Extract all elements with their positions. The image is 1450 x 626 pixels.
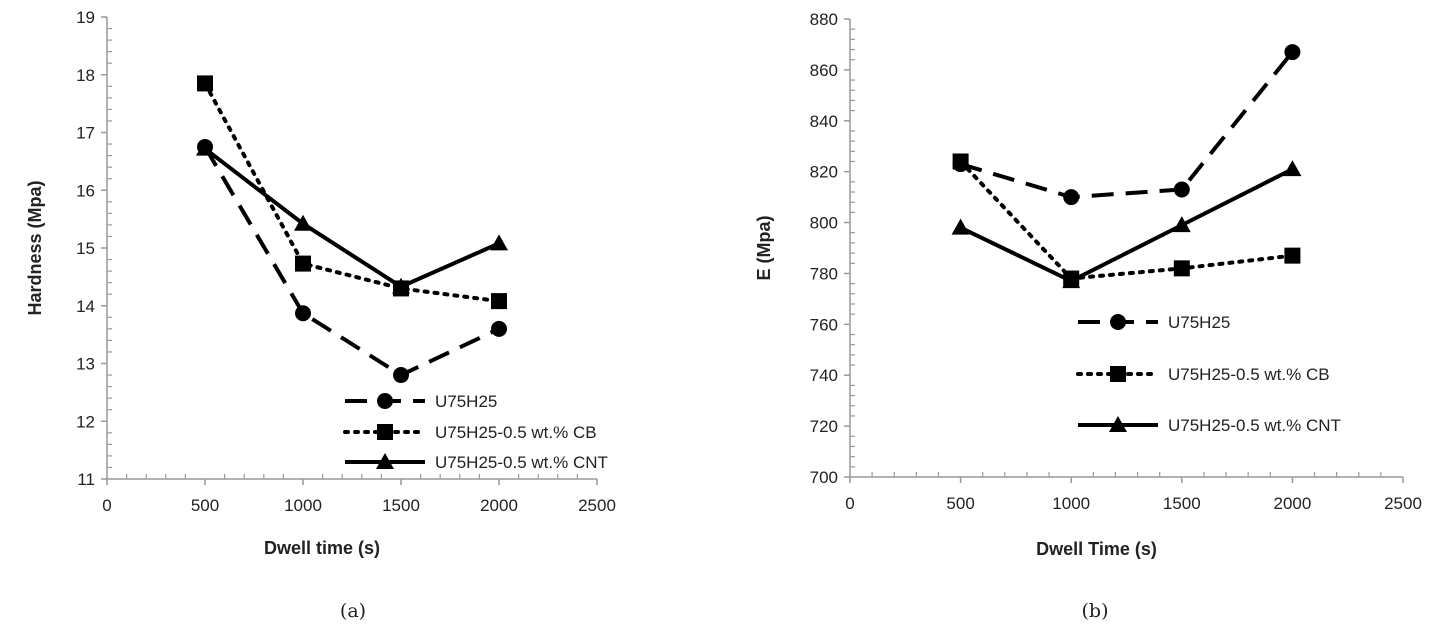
y-tick-label: 14 <box>76 297 95 316</box>
x-tick-label: 1000 <box>284 496 322 515</box>
series-u75h25-0-5-wt-cb <box>952 153 1301 287</box>
y-tick-label: 820 <box>810 163 838 182</box>
panel-caption: (b) <box>1082 600 1109 622</box>
legend-item: U75H25-0.5 wt.% CNT <box>1078 416 1341 435</box>
series-line <box>203 81 501 304</box>
data-point-circle <box>1173 181 1190 198</box>
y-tick-label: 19 <box>76 8 95 27</box>
y-tick-label: 800 <box>810 214 838 233</box>
y-tick-label: 17 <box>76 124 95 143</box>
x-tick-label: 500 <box>946 494 974 513</box>
data-point-circle <box>295 305 311 322</box>
y-tick-label: 13 <box>76 355 95 374</box>
y-tick-label: 18 <box>76 66 95 85</box>
y-axis-title: E (Mpa) <box>754 215 774 280</box>
x-tick-label: 2500 <box>578 496 616 515</box>
data-point-triangle <box>196 139 214 156</box>
x-axis-title: Dwell time (s) <box>264 538 380 558</box>
data-point-square <box>952 153 969 170</box>
y-tick-label: 740 <box>810 366 838 385</box>
legend-item: U75H25-0.5 wt.% CNT <box>345 453 608 472</box>
legend-marker-triangle <box>376 453 394 469</box>
elastic-modulus-chart: 700 720 740 760 780 800 820 840 860 880 0 500 1000 15… <box>754 10 1422 622</box>
data-point-triangle <box>1283 160 1302 177</box>
legend-marker-circle <box>377 393 393 409</box>
legend-label: U75H25 <box>1168 313 1230 332</box>
series-u75h25 <box>197 138 507 384</box>
legend-marker-triangle <box>1109 416 1127 432</box>
series-line <box>960 50 1294 200</box>
legend-label: U75H25-0.5 wt.% CNT <box>1168 416 1341 435</box>
legend-label: U75H25-0.5 wt.% CB <box>1168 365 1330 384</box>
y-tick-label: 12 <box>76 412 95 431</box>
y-tick-label: 760 <box>810 315 838 334</box>
x-axis-title: Dwell Time (s) <box>1036 539 1157 559</box>
data-point-triangle <box>294 214 312 231</box>
y-tick-label: 11 <box>77 470 95 489</box>
data-point-triangle <box>490 234 508 251</box>
legend-marker-square <box>377 424 393 440</box>
series-line <box>203 147 500 289</box>
data-point-triangle <box>1172 216 1191 233</box>
legend-item: U75H25-0.5 wt.% CB <box>343 423 597 442</box>
y-tick-label: 16 <box>76 181 95 200</box>
data-point-square <box>1284 247 1301 264</box>
series-line <box>959 167 1294 284</box>
data-point-square <box>295 255 311 272</box>
data-point-square <box>491 293 507 310</box>
data-point-square <box>1173 260 1190 277</box>
x-tick-label: 500 <box>191 496 219 515</box>
y-tick-label: 880 <box>810 10 838 29</box>
legend-item: U75H25 <box>345 392 497 411</box>
data-point-triangle <box>1062 272 1081 289</box>
series-line <box>958 159 1295 281</box>
legend-label: U75H25-0.5 wt.% CB <box>435 423 597 442</box>
legend: U75H25 U75H25-0.5 wt.% CB U75H25-0.5 wt.% … <box>1076 313 1341 435</box>
y-tick-label: 840 <box>810 112 838 131</box>
data-point-circle <box>491 320 507 337</box>
data-point-triangle <box>951 218 970 235</box>
data-point-circle <box>1284 44 1301 61</box>
x-tick-label: 1500 <box>1163 494 1201 513</box>
series-line <box>203 145 500 378</box>
series-u75h25-0-5-wt-cnt <box>196 139 508 294</box>
y-tick-label: 700 <box>810 468 838 487</box>
x-tick-label: 1000 <box>1052 494 1090 513</box>
data-point-square <box>197 75 213 92</box>
x-tick-label: 0 <box>102 496 111 515</box>
series-u75h25-0-5-wt-cnt <box>951 160 1302 289</box>
data-point-triangle <box>392 277 410 294</box>
legend-label: U75H25-0.5 wt.% CNT <box>435 453 608 472</box>
series-u75h25 <box>952 44 1301 206</box>
legend: U75H25 U75H25-0.5 wt.% CB U75H25-0.5 wt.% … <box>343 392 608 472</box>
y-axis-title: Hardness (Mpa) <box>25 180 45 315</box>
legend-item: U75H25-0.5 wt.% CB <box>1076 365 1330 384</box>
y-tick-label: 780 <box>810 264 838 283</box>
legend-label: U75H25 <box>435 392 497 411</box>
legend-marker-circle <box>1110 314 1126 330</box>
x-tick-label: 2000 <box>1273 494 1311 513</box>
y-tick-label: 720 <box>810 417 838 436</box>
legend-marker-square <box>1110 366 1126 382</box>
x-tick-label: 1500 <box>382 496 420 515</box>
x-tick-label: 2000 <box>480 496 518 515</box>
x-tick-label: 0 <box>845 494 854 513</box>
data-point-circle <box>393 367 409 384</box>
hardness-chart: 11 12 13 14 15 16 17 18 19 0 500 1000 1500 2000 2500 Dw… <box>25 8 616 622</box>
panel-caption: (a) <box>340 600 366 622</box>
series-u75h25-0-5-wt-cb <box>197 75 507 310</box>
data-point-circle <box>1063 189 1080 206</box>
y-tick-label: 860 <box>810 61 838 80</box>
legend-item: U75H25 <box>1078 313 1230 332</box>
x-tick-label: 2500 <box>1384 494 1422 513</box>
y-tick-label: 15 <box>76 239 95 258</box>
